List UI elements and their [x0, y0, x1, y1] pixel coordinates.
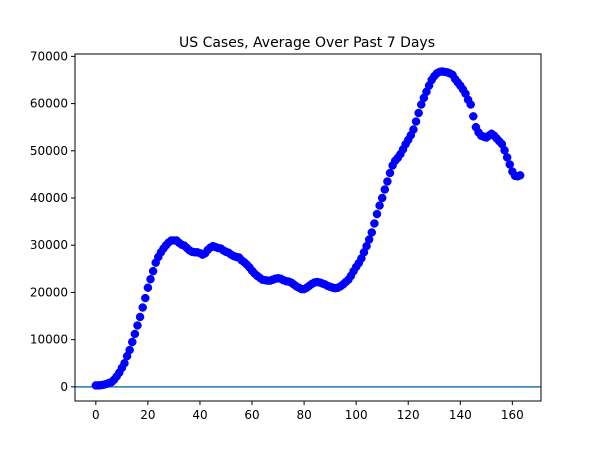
y-tick-label: 60000: [30, 97, 68, 111]
data-point: [370, 219, 379, 228]
x-tick-label: 80: [296, 408, 311, 422]
data-point: [409, 125, 418, 134]
y-tick-label: 50000: [30, 144, 68, 158]
y-tick-label: 10000: [30, 333, 68, 347]
data-point: [515, 171, 525, 180]
x-tick-label: 40: [192, 408, 207, 422]
chart-title: US Cases, Average Over Past 7 Days: [179, 35, 435, 51]
data-point: [138, 303, 147, 312]
x-tick-label: 120: [397, 408, 420, 422]
data-point: [128, 337, 137, 347]
x-tick-label: 160: [501, 408, 524, 422]
data-point: [120, 358, 129, 368]
data-point: [500, 146, 509, 155]
data-point: [469, 112, 478, 121]
x-tick-label: 140: [449, 408, 472, 422]
data-point: [380, 185, 390, 194]
data-points: [91, 67, 525, 390]
plot-frame: [74, 53, 542, 402]
data-point: [411, 117, 421, 126]
x-tick-label: 100: [345, 408, 368, 422]
data-point: [505, 160, 515, 169]
data-point: [130, 329, 140, 339]
data-point: [414, 108, 423, 118]
data-point: [146, 274, 155, 284]
y-tick-label: 70000: [30, 49, 68, 63]
data-point: [385, 168, 395, 178]
data-point: [375, 201, 384, 210]
y-tick-label: 0: [60, 380, 68, 394]
data-point: [372, 209, 382, 219]
data-point: [377, 193, 387, 203]
data-point: [466, 100, 475, 109]
data-point: [148, 266, 158, 276]
data-point: [383, 177, 392, 186]
data-point: [141, 293, 150, 303]
data-point: [125, 345, 134, 355]
data-point: [367, 228, 377, 237]
y-tick-label: 40000: [30, 191, 68, 205]
data-point: [135, 312, 145, 322]
y-tick-label: 30000: [30, 238, 68, 252]
y-tick-label: 20000: [30, 285, 68, 299]
data-point: [143, 283, 153, 292]
data-point: [364, 235, 374, 244]
axes: 0 20 40 60 80 100 120 140 160 0 10000 20000 30000 400…: [30, 49, 542, 422]
x-tick-label: 60: [244, 408, 259, 422]
data-point: [133, 321, 142, 330]
x-tick-label: 20: [140, 408, 155, 422]
data-point: [502, 153, 512, 162]
x-tick-label: 0: [92, 408, 100, 422]
